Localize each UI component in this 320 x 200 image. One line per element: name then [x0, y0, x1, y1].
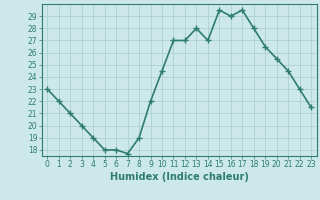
X-axis label: Humidex (Indice chaleur): Humidex (Indice chaleur): [110, 172, 249, 182]
